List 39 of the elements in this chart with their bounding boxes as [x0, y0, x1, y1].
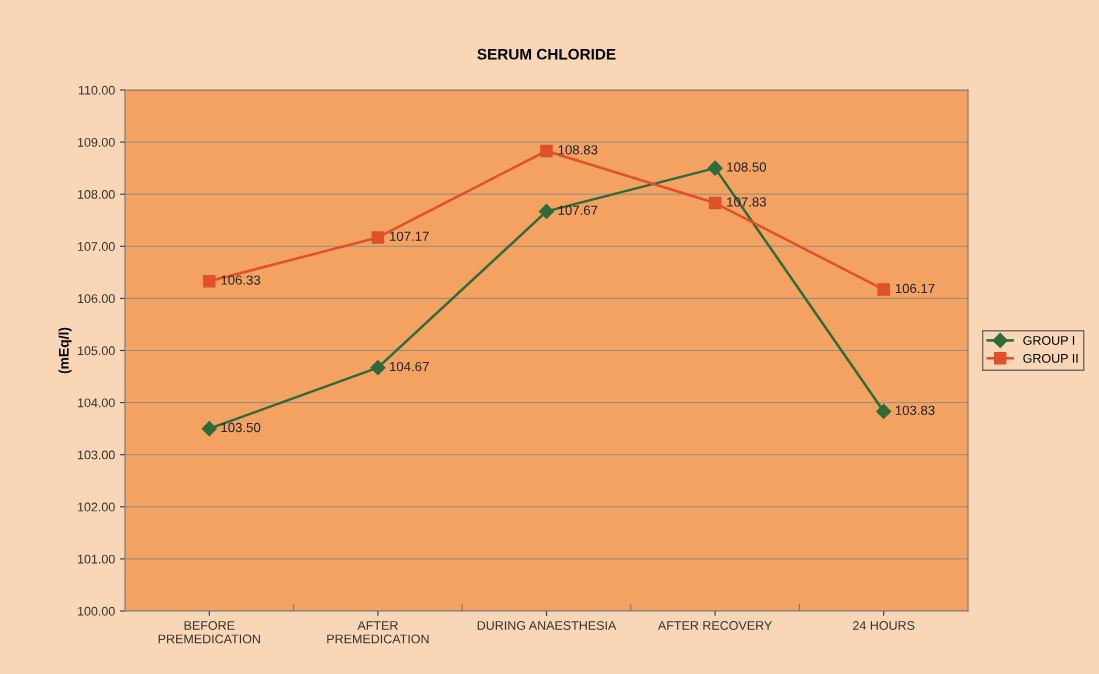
y-tick-label: 100.00 — [78, 606, 115, 616]
y-tick-label: 106.00 — [78, 294, 115, 304]
point — [877, 283, 890, 296]
data-label: 108.50 — [727, 162, 767, 172]
y-tick-label: 107.00 — [78, 242, 115, 251]
point — [371, 231, 385, 244]
point — [707, 160, 723, 176]
y-tick-label: 109.00 — [78, 137, 115, 147]
point — [201, 421, 217, 437]
x-tick-label: 24 HOURS — [853, 621, 915, 630]
y-tick-label: 104.00 — [78, 398, 115, 408]
chart-title: SERUM CHLORIDE — [477, 48, 616, 60]
data-label: 103.50 — [221, 422, 261, 433]
x-tick-label: AFTER PREMEDICATION — [327, 621, 429, 644]
data-label: 107.67 — [558, 205, 598, 215]
data-label: 107.17 — [390, 231, 429, 241]
y-tick-label: 101.00 — [78, 554, 115, 564]
y-tick-label: 108.00 — [78, 190, 115, 199]
x-tick-label: AFTER RECOVERY — [657, 621, 773, 630]
data-label: 104.67 — [390, 361, 429, 372]
legend-label: GROUP I — [1023, 336, 1075, 345]
x-tick-label: BEFORE PREMEDICATION — [158, 621, 260, 644]
point — [370, 360, 386, 376]
y-tick-label: 102.00 — [78, 502, 115, 512]
data-label: 106.17 — [895, 283, 935, 294]
point — [203, 274, 216, 288]
x-tick-label: DURING ANAESTHESIA — [477, 621, 617, 630]
point — [876, 403, 892, 420]
point — [538, 203, 555, 219]
data-label: 103.83 — [895, 405, 935, 415]
legend-label: GROUP II — [1023, 353, 1078, 363]
y-tick-label: 110.00 — [78, 85, 115, 95]
data-label: 108.83 — [558, 145, 598, 155]
point — [708, 196, 722, 210]
y-axis-title: (mEq/l) — [58, 327, 72, 374]
point — [540, 144, 553, 158]
y-tick-label: 103.00 — [78, 450, 115, 460]
data-label: 106.33 — [221, 275, 261, 285]
y-tick-label: 105.00 — [78, 346, 115, 356]
